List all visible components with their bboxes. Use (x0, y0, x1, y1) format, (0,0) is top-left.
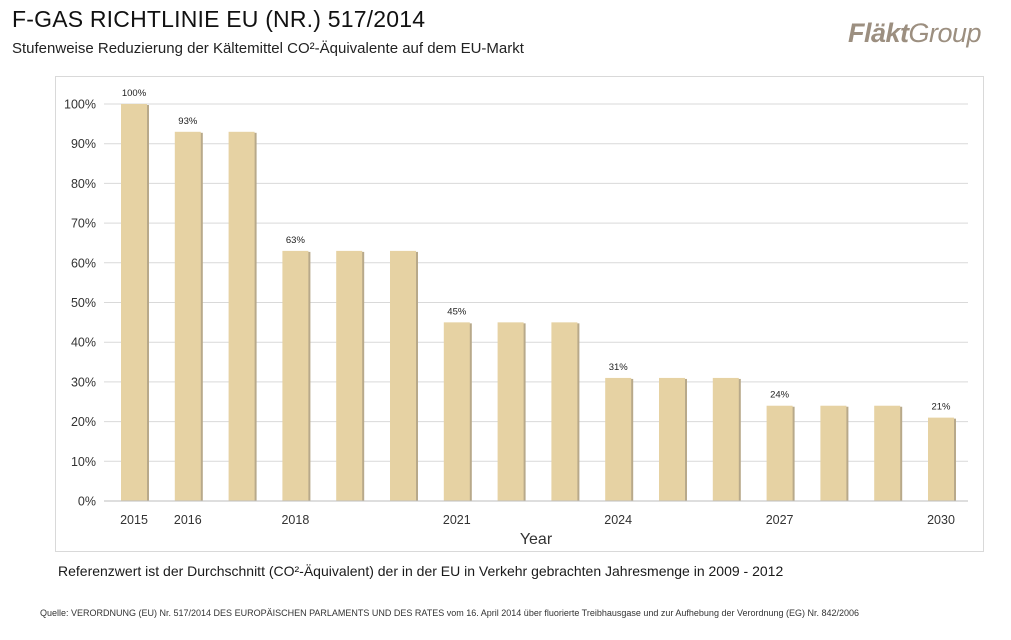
bar-2016 (174, 131, 201, 501)
y-tick-label: 30% (71, 375, 96, 389)
bar-2027 (766, 405, 793, 501)
y-tick-label: 80% (71, 177, 96, 191)
bar-2019 (336, 250, 363, 501)
chart-area: 0% 10% 20% 30% 40% 50% 60% 70% 80% 90% 100% 100% 93… (55, 76, 984, 552)
bar-2029 (874, 405, 901, 501)
y-tick-label: 40% (71, 336, 96, 350)
bar-2025 (659, 377, 685, 501)
x-tick-label: 2015 (120, 513, 148, 527)
bar-2028 (820, 405, 847, 501)
logo-text-bold: Fläkt (848, 18, 909, 48)
data-label: 63% (286, 235, 306, 246)
data-label: 100% (122, 88, 147, 99)
bar-2018 (282, 250, 309, 501)
y-tick-label: 50% (71, 296, 96, 310)
y-tick-label: 20% (71, 415, 96, 429)
chart-title: F-GAS RICHTLINIE EU (NR.) 517/2014 (12, 6, 426, 32)
x-tick-label: 2030 (927, 513, 955, 527)
data-label: 21% (931, 402, 951, 413)
y-tick-label: 90% (71, 137, 96, 151)
reference-footnote: Referenzwert ist der Durchschnitt (CO²-Ä… (58, 563, 784, 579)
bar-2022 (497, 322, 524, 501)
bar-2026 (712, 377, 739, 501)
data-label: 31% (609, 362, 629, 373)
chart-subtitle: Stufenweise Reduzierung der Kältemittel … (12, 40, 524, 57)
logo-text-light: Group (908, 18, 982, 48)
bars (121, 104, 956, 501)
bar-2030 (928, 417, 954, 501)
y-tick-label: 10% (71, 455, 96, 469)
bar-2015 (121, 104, 147, 501)
y-axis-ticks: 0% 10% 20% 30% 40% 50% 60% 70% 80% 90% 100% (64, 98, 96, 509)
y-tick-label: 100% (64, 98, 96, 112)
bar-2024 (605, 377, 632, 501)
x-tick-label: 2024 (604, 513, 632, 527)
x-tick-label: 2027 (766, 513, 794, 527)
y-tick-label: 60% (71, 256, 96, 270)
x-tick-label: 2021 (443, 513, 471, 527)
bar-chart: 0% 10% 20% 30% 40% 50% 60% 70% 80% 90% 100% 100% 93… (64, 88, 968, 548)
x-tick-label: 2016 (174, 513, 202, 527)
data-label: 93% (178, 116, 198, 127)
x-axis-ticks: 2015 2016 2018 2021 2024 2027 2030 (120, 513, 955, 527)
bar-2020 (390, 250, 416, 501)
x-tick-label: 2018 (281, 513, 309, 527)
bar-2021 (443, 322, 470, 501)
data-label: 24% (770, 390, 790, 401)
y-tick-label: 0% (78, 495, 96, 509)
source-citation: Quelle: VERORDNUNG (EU) Nr. 517/2014 DES… (40, 608, 860, 618)
y-tick-label: 70% (71, 217, 96, 231)
bar-2017 (228, 131, 255, 501)
data-label: 45% (447, 306, 467, 317)
x-axis-title: Year (520, 531, 553, 548)
bar-2023 (551, 322, 578, 501)
fläktgroup-logo: FläktGroup (848, 18, 982, 49)
data-labels: 100% 93% 63% 45% 31% 24% 21% (122, 88, 951, 413)
